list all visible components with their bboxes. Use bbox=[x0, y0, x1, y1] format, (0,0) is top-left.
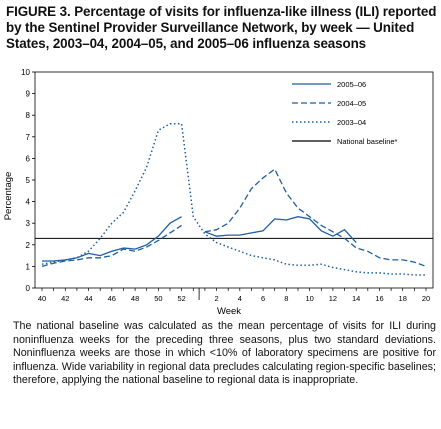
legend-label-2: 2003–04 bbox=[337, 118, 366, 127]
y-axis-label: Percentage bbox=[3, 172, 14, 221]
y-tick-label: 8 bbox=[26, 111, 31, 120]
footnote: *The national baseline was calculated as… bbox=[4, 320, 436, 388]
x-tick-label: 2 bbox=[214, 294, 218, 303]
y-tick-label: 4 bbox=[26, 198, 31, 207]
footnote-marker: * bbox=[4, 320, 13, 334]
y-tick-label: 3 bbox=[26, 219, 31, 228]
legend-label-1: 2004–05 bbox=[337, 99, 366, 108]
y-tick-label: 1 bbox=[26, 262, 31, 271]
figure-title: FIGURE 3. Percentage of visits for influ… bbox=[6, 4, 437, 51]
x-tick-label: 50 bbox=[154, 294, 162, 303]
series-line-1 bbox=[41, 168, 427, 268]
y-tick-label: 10 bbox=[21, 68, 30, 77]
x-tick-label: 6 bbox=[261, 294, 265, 303]
x-tick-label: 40 bbox=[38, 294, 46, 303]
footnote-text: The national baseline was calculated as … bbox=[13, 320, 436, 387]
x-tick-label: 12 bbox=[329, 294, 337, 303]
series-line-0 bbox=[42, 216, 357, 262]
legend-label-3: National baseline* bbox=[337, 137, 398, 146]
x-tick-label: 18 bbox=[399, 294, 407, 303]
x-tick-label: 46 bbox=[108, 294, 116, 303]
y-tick-label: 9 bbox=[26, 90, 31, 99]
x-tick-label: 10 bbox=[305, 294, 313, 303]
plot-frame bbox=[34, 71, 434, 289]
x-tick-label: 20 bbox=[422, 294, 430, 303]
x-tick-label: 42 bbox=[61, 294, 69, 303]
x-tick-label: 8 bbox=[284, 294, 288, 303]
x-axis-label: Week bbox=[217, 306, 241, 317]
x-tick-label: 14 bbox=[352, 294, 360, 303]
x-tick-label: 48 bbox=[131, 294, 139, 303]
x-tick-label: 52 bbox=[177, 294, 185, 303]
legend-label-0: 2005–06 bbox=[337, 80, 366, 89]
x-tick-label: 16 bbox=[375, 294, 383, 303]
x-tick-label: 4 bbox=[238, 294, 242, 303]
y-tick-label: 0 bbox=[26, 284, 31, 293]
y-tick-label: 7 bbox=[26, 133, 31, 142]
y-tick-label: 2 bbox=[26, 241, 31, 250]
x-tick-label: 44 bbox=[84, 294, 92, 303]
y-tick-label: 6 bbox=[26, 154, 31, 163]
y-tick-label: 5 bbox=[26, 176, 31, 185]
